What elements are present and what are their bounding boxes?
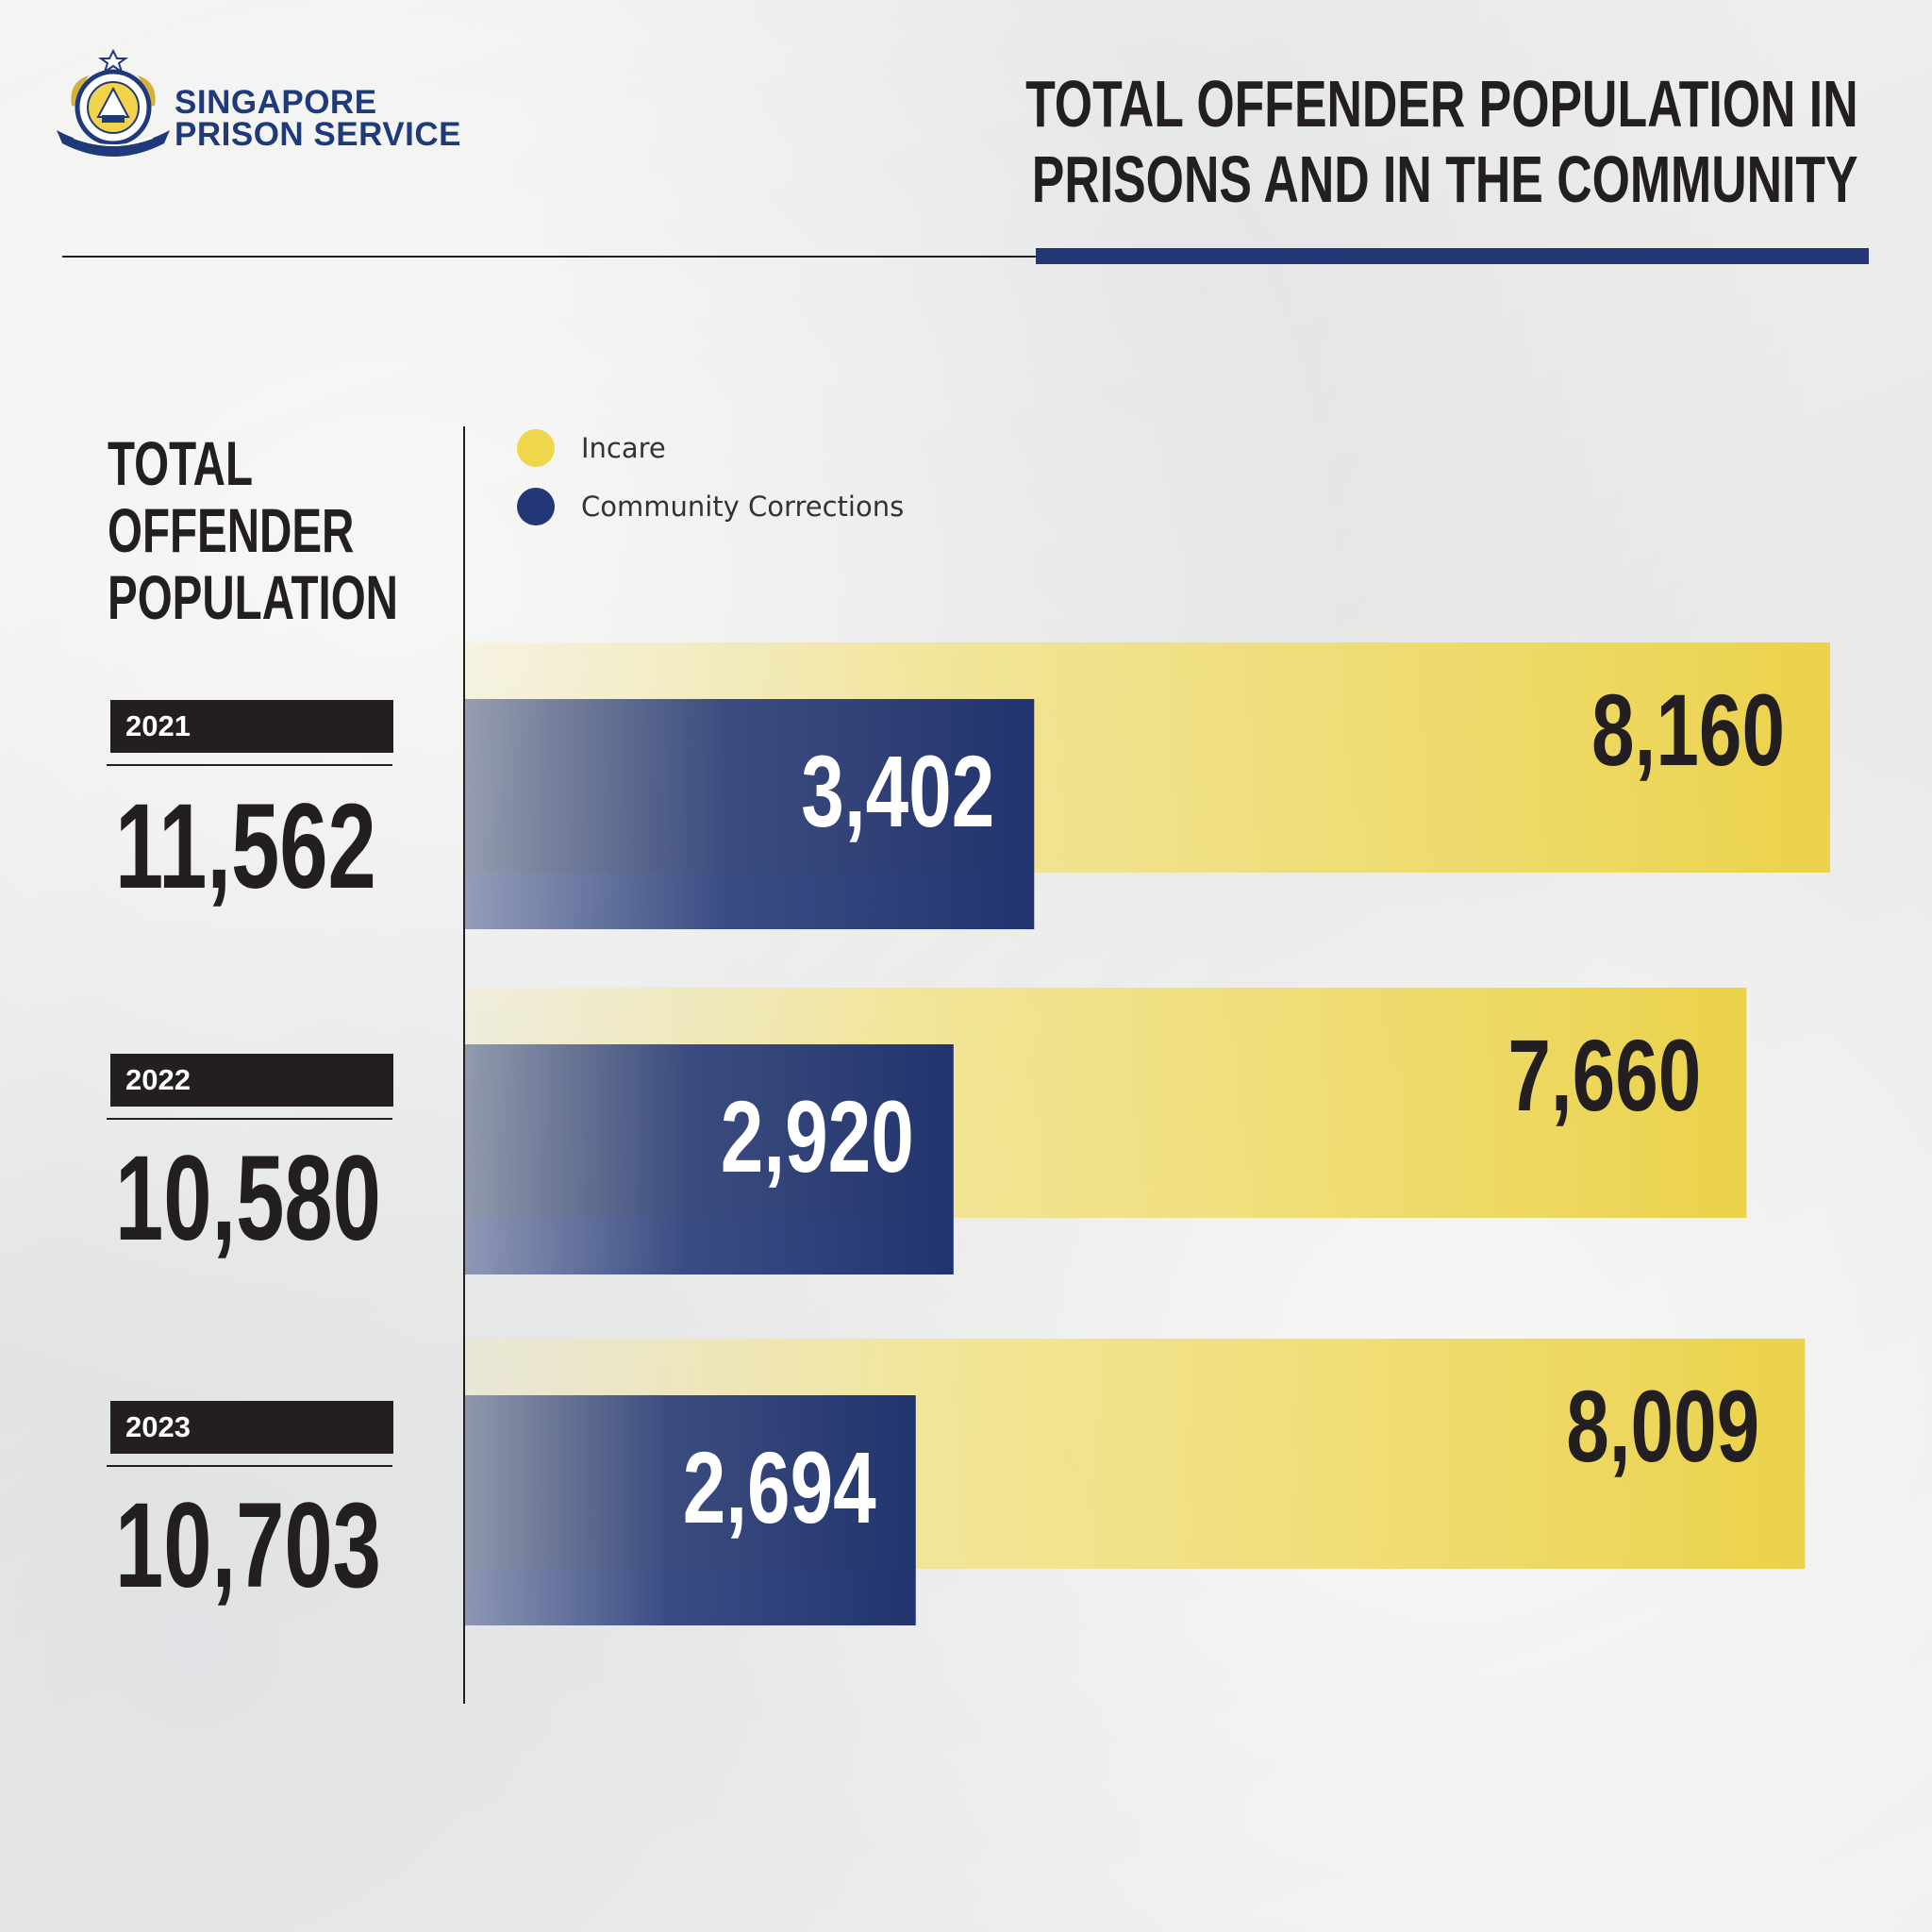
organization-name: SINGAPORE PRISON SERVICE — [175, 84, 461, 153]
year-total-2021: 11,562 — [115, 779, 376, 914]
year-label-2022: 2022 — [110, 1054, 393, 1107]
bar-community-2022 — [465, 1044, 954, 1274]
org-line-2: PRISON SERVICE — [175, 116, 461, 153]
title-line-1: TOTAL OFFENDER POPULATION IN — [1025, 67, 1858, 141]
legend-label-incare: Incare — [581, 432, 666, 464]
header-divider-accent — [1036, 248, 1869, 264]
heading-line-3: POPULATION — [108, 562, 399, 632]
label-community-2022: 2,920 — [721, 1079, 914, 1193]
total-population-heading: TOTAL OFFENDER POPULATION — [108, 430, 398, 631]
title-line-2: PRISONS AND IN THE COMMUNITY — [1032, 142, 1858, 216]
year-label-2023: 2023 — [110, 1401, 393, 1454]
header-divider-thin — [62, 256, 1036, 258]
legend-label-community: Community Corrections — [581, 491, 905, 523]
year-total-2022: 10,580 — [115, 1131, 381, 1266]
label-incare-2021: 8,160 — [1591, 673, 1785, 787]
label-incare-2022: 7,660 — [1507, 1018, 1701, 1132]
year-rule-2022 — [107, 1118, 392, 1120]
panel-divider — [463, 426, 465, 1704]
page-title: TOTAL OFFENDER POPULATION IN PRISONS AND… — [1025, 66, 1858, 217]
year-total-2023: 10,703 — [115, 1478, 381, 1613]
year-rule-2023 — [107, 1465, 392, 1467]
label-community-2021: 3,402 — [801, 734, 994, 848]
legend-dot-incare — [517, 429, 555, 467]
bar-community-2021 — [465, 699, 1035, 929]
label-incare-2023: 8,009 — [1566, 1369, 1759, 1483]
legend-dot-community — [517, 488, 555, 525]
heading-line-2: OFFENDER — [108, 495, 355, 565]
bar-community-2023 — [465, 1395, 916, 1625]
year-label-2021: 2021 — [110, 700, 393, 753]
prison-service-crest-icon — [57, 49, 170, 157]
org-line-1: SINGAPORE — [175, 84, 377, 121]
label-community-2023: 2,694 — [683, 1430, 876, 1544]
heading-line-1: TOTAL — [108, 428, 253, 498]
year-rule-2021 — [107, 764, 392, 766]
